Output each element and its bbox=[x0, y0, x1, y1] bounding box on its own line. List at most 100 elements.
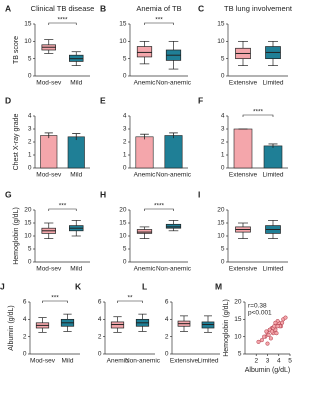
point bbox=[280, 320, 285, 325]
box bbox=[136, 46, 153, 58]
panel-label: K bbox=[75, 281, 82, 291]
y-tick-label: 1 bbox=[123, 152, 127, 159]
panel-label: I bbox=[198, 189, 200, 199]
y-tick-label: 0 bbox=[98, 351, 102, 358]
x-tick-label: Mild bbox=[70, 80, 82, 87]
bar bbox=[135, 136, 154, 169]
y-tick-label: 15 bbox=[24, 220, 32, 227]
y-tick-label: 10 bbox=[24, 233, 32, 240]
significance: *** bbox=[59, 203, 67, 210]
panel-label: F bbox=[198, 95, 203, 105]
x-tick-label: Limited bbox=[263, 172, 284, 179]
point bbox=[265, 341, 270, 346]
y-tick-label: 20 bbox=[234, 299, 242, 306]
bar bbox=[67, 136, 85, 169]
y-tick-label: 5 bbox=[28, 55, 32, 62]
y-tick-label: 15 bbox=[119, 21, 127, 28]
y-tick-label: 0 bbox=[23, 351, 27, 358]
x-tick-label: 3 bbox=[266, 358, 270, 365]
y-tick-label: 5 bbox=[28, 246, 32, 253]
panel-label: G bbox=[5, 189, 12, 199]
y-tick-label: 4 bbox=[98, 316, 102, 323]
point bbox=[262, 334, 267, 339]
y-axis-label: Hemoglobin (g/dL) bbox=[13, 207, 20, 265]
significance: ** bbox=[127, 295, 133, 302]
x-tick-label: Anemic bbox=[134, 266, 156, 273]
x-tick-label: Anemic bbox=[134, 172, 156, 179]
y-tick-label: 3 bbox=[221, 126, 225, 133]
y-tick-label: 2 bbox=[98, 333, 102, 340]
panel-label: D bbox=[5, 95, 11, 105]
x-tick-label: 2 bbox=[254, 358, 258, 365]
y-tick-label: 0 bbox=[221, 165, 225, 172]
y-tick-label: 5 bbox=[123, 55, 127, 62]
point bbox=[272, 324, 277, 329]
y-tick-label: 3 bbox=[123, 126, 127, 133]
annotation: r=0.38 bbox=[248, 303, 267, 310]
y-axis-label: TB score bbox=[13, 36, 20, 64]
x-tick-label: Mild bbox=[70, 172, 82, 179]
y-tick-label: 0 bbox=[123, 259, 127, 266]
point bbox=[264, 329, 269, 334]
panel-label: A bbox=[5, 3, 11, 13]
point bbox=[274, 331, 279, 336]
significance: **** bbox=[57, 17, 68, 24]
x-tick-label: Mod-sev bbox=[36, 172, 62, 179]
panel-title: Clinical TB disease bbox=[31, 4, 95, 13]
y-tick-label: 5 bbox=[123, 246, 127, 253]
y-tick-label: 0 bbox=[28, 165, 32, 172]
y-tick-label: 2 bbox=[23, 333, 27, 340]
x-tick-label: Mild bbox=[62, 358, 74, 365]
panel-label: L bbox=[142, 281, 147, 291]
x-tick-label: Mod-sev bbox=[30, 358, 56, 365]
x-tick-label: Non-anemic bbox=[156, 172, 192, 179]
y-tick-label: 2 bbox=[165, 333, 169, 340]
y-tick-label: 4 bbox=[221, 113, 225, 120]
box bbox=[136, 229, 153, 234]
y-tick-label: 10 bbox=[217, 233, 225, 240]
point bbox=[266, 332, 271, 337]
significance: *** bbox=[155, 17, 163, 24]
y-tick-label: 4 bbox=[123, 113, 127, 120]
y-axis-label: Hemoglobin (g/dL) bbox=[223, 299, 230, 357]
y-tick-label: 2 bbox=[123, 139, 127, 146]
y-tick-label: 20 bbox=[217, 207, 225, 214]
x-tick-label: Extensive bbox=[229, 80, 258, 87]
x-tick-label: Limited bbox=[198, 358, 219, 365]
x-tick-label: Limited bbox=[263, 266, 284, 273]
point bbox=[268, 336, 273, 341]
y-tick-label: 2 bbox=[221, 139, 225, 146]
significance: *** bbox=[51, 295, 59, 302]
y-tick-label: 4 bbox=[23, 316, 27, 323]
y-tick-label: 3 bbox=[28, 126, 32, 133]
y-tick-label: 6 bbox=[165, 299, 169, 306]
y-tick-label: 0 bbox=[123, 165, 127, 172]
point bbox=[259, 338, 264, 343]
y-axis-label: Chest X-ray grade bbox=[13, 113, 20, 170]
y-tick-label: 0 bbox=[221, 259, 225, 266]
panel-label: E bbox=[100, 95, 106, 105]
y-tick-label: 1 bbox=[221, 152, 225, 159]
y-tick-label: 20 bbox=[119, 207, 127, 214]
panel-label: H bbox=[100, 189, 106, 199]
significance-bracket bbox=[48, 22, 77, 25]
y-tick-label: 10 bbox=[234, 333, 242, 340]
x-tick-label: Limited bbox=[263, 80, 284, 87]
y-tick-label: 15 bbox=[217, 21, 225, 28]
y-tick-label: 6 bbox=[23, 299, 27, 306]
significance: **** bbox=[253, 109, 264, 116]
x-tick-label: Extensive bbox=[229, 266, 258, 273]
significance-bracket bbox=[144, 22, 174, 25]
point bbox=[269, 329, 275, 334]
x-tick-label: Mod-sev bbox=[36, 80, 62, 87]
bar bbox=[263, 145, 283, 169]
x-tick-label: Non-anemic bbox=[125, 358, 161, 365]
y-tick-label: 1 bbox=[28, 152, 32, 159]
panel-title: Anemia of TB bbox=[136, 4, 181, 13]
annotation: p<0.001 bbox=[248, 310, 272, 317]
y-tick-label: 4 bbox=[28, 113, 32, 120]
significance-bracket bbox=[42, 300, 68, 303]
bar bbox=[164, 135, 183, 169]
significance-bracket bbox=[242, 114, 274, 117]
